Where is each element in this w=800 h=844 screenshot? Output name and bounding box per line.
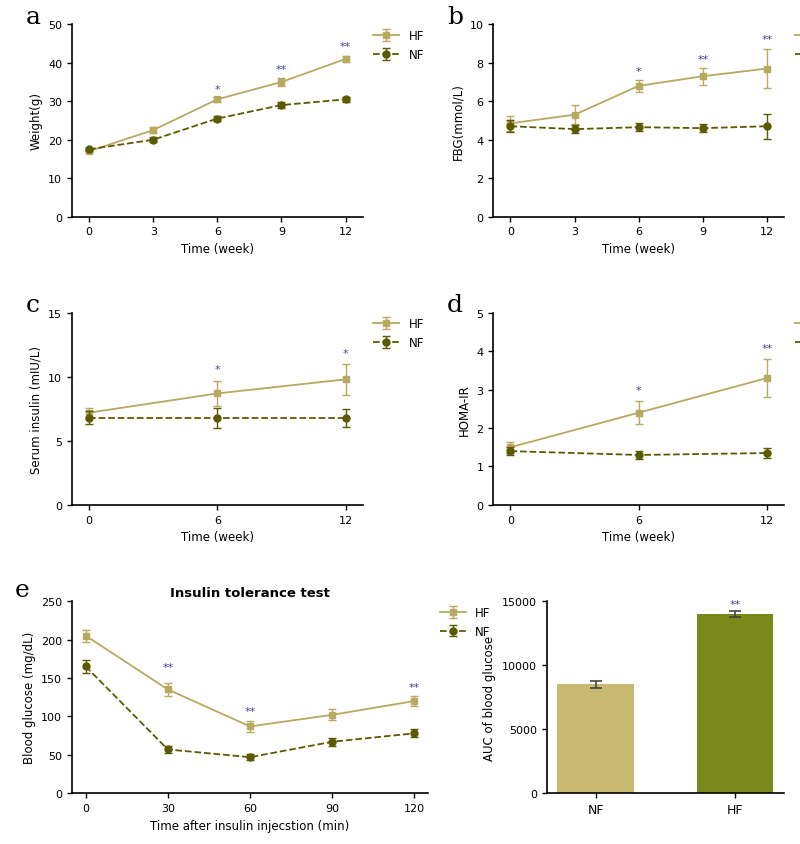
Text: **: ** xyxy=(340,42,351,52)
X-axis label: Time (week): Time (week) xyxy=(181,242,254,256)
Text: *: * xyxy=(342,348,348,358)
Text: **: ** xyxy=(244,706,256,717)
Y-axis label: Weight(g): Weight(g) xyxy=(30,92,42,150)
Text: c: c xyxy=(26,294,39,317)
Y-axis label: Blood glucose (mg/dL): Blood glucose (mg/dL) xyxy=(22,631,35,764)
Text: b: b xyxy=(447,6,463,29)
Text: *: * xyxy=(214,84,220,95)
Text: **: ** xyxy=(697,55,709,65)
X-axis label: Time after insulin injecstion (min): Time after insulin injecstion (min) xyxy=(150,819,350,831)
Y-axis label: FBG(mmol/L): FBG(mmol/L) xyxy=(451,83,464,160)
Text: *: * xyxy=(214,365,220,375)
Y-axis label: HOMA-IR: HOMA-IR xyxy=(458,383,471,436)
X-axis label: Time (week): Time (week) xyxy=(181,531,254,544)
Y-axis label: AUC of blood glucose: AUC of blood glucose xyxy=(483,635,496,760)
Text: **: ** xyxy=(162,662,174,672)
Text: **: ** xyxy=(730,599,741,609)
Text: **: ** xyxy=(276,65,287,75)
Text: e: e xyxy=(15,578,30,601)
Bar xyxy=(558,684,634,793)
Text: a: a xyxy=(26,6,41,29)
Legend: HF, NF: HF, NF xyxy=(435,601,495,642)
Y-axis label: Serum insulin (mIU/L): Serum insulin (mIU/L) xyxy=(30,345,42,473)
Text: **: ** xyxy=(762,35,773,45)
X-axis label: Time (week): Time (week) xyxy=(602,242,675,256)
Bar xyxy=(697,614,774,793)
Text: d: d xyxy=(447,294,463,317)
Text: *: * xyxy=(636,386,642,396)
Legend: HF, NF: HF, NF xyxy=(790,25,800,67)
Title: Insulin tolerance test: Insulin tolerance test xyxy=(170,586,330,598)
X-axis label: Time (week): Time (week) xyxy=(602,531,675,544)
Legend: HF, NF: HF, NF xyxy=(369,313,429,354)
Text: *: * xyxy=(636,68,642,77)
Legend: HF, NF: HF, NF xyxy=(369,25,429,67)
Text: **: ** xyxy=(762,344,773,354)
Text: **: ** xyxy=(409,682,420,692)
Legend: HF, NF: HF, NF xyxy=(790,313,800,354)
